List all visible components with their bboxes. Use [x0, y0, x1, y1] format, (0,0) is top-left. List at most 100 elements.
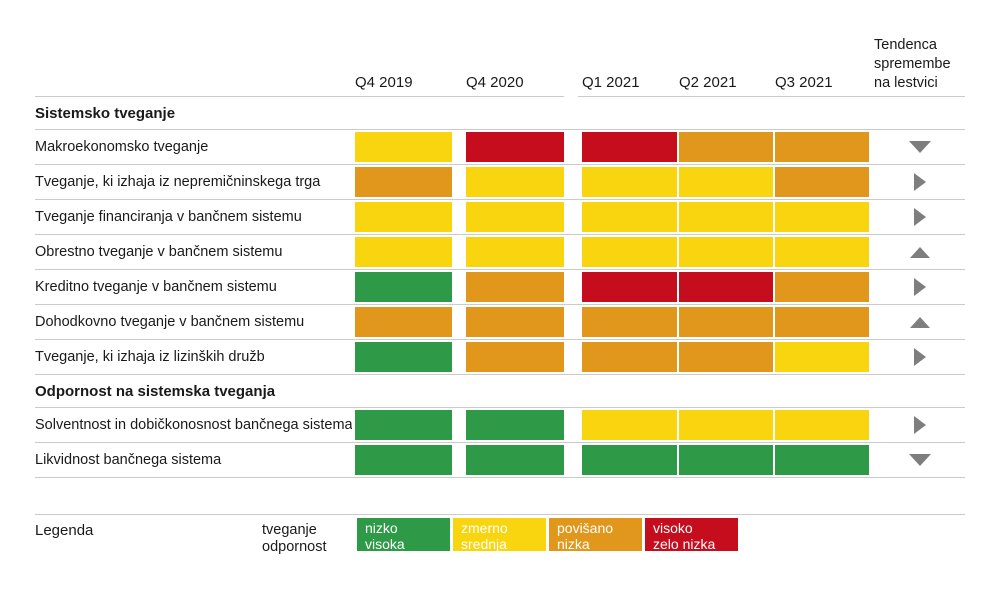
heat-cell-orange — [466, 307, 564, 337]
trend-right-icon — [913, 348, 926, 366]
risk-row-label: Likvidnost bančnega sistema — [35, 452, 222, 468]
risk-row-label: Solventnost in dobičkonosnost bančnega s… — [35, 417, 352, 433]
trend-down-icon — [908, 454, 931, 466]
column-header-q1-2021: Q1 2021 — [582, 74, 640, 91]
heat-cell-yellow — [679, 237, 773, 267]
risk-row-label: Makroekonomsko tveganje — [35, 139, 209, 155]
heat-cell-q2-2021 — [679, 130, 773, 164]
heat-cell-orange — [466, 342, 564, 372]
heat-cell-q4-2019 — [355, 340, 452, 374]
heat-cell-q3-2021 — [775, 165, 869, 199]
heat-cell-green — [466, 410, 564, 440]
section-title: Sistemsko tveganje — [35, 104, 176, 122]
heat-cell-q1-2021 — [582, 165, 677, 199]
heat-cell-orange — [355, 167, 452, 197]
trend-right-icon — [913, 173, 926, 191]
heat-cell-yellow — [679, 167, 773, 197]
risk-heatmap-board: Q4 2019 Q4 2020 Q1 2021 Q2 2021 Q3 2021 … — [35, 0, 965, 556]
heat-cell-yellow — [582, 410, 677, 440]
trend-cell — [874, 270, 965, 304]
heat-cell-q3-2021 — [775, 443, 869, 477]
risk-row: Solventnost in dobičkonosnost bančnega s… — [35, 408, 965, 443]
column-header-q4-2019: Q4 2019 — [355, 74, 413, 91]
heat-cell-q4-2020 — [466, 130, 564, 164]
heat-cell-q1-2021 — [582, 130, 677, 164]
heat-cell-q4-2020 — [466, 200, 564, 234]
column-header-q3-2021: Q3 2021 — [775, 74, 833, 91]
risk-row-label: Tveganje, ki izhaja iz lizinških družb — [35, 349, 265, 365]
legend-box-green: nizko visoka — [357, 518, 450, 552]
trend-cell — [874, 340, 965, 374]
heat-cell-q4-2019 — [355, 130, 452, 164]
heat-cell-orange — [679, 342, 773, 372]
legend-title: Legenda — [35, 522, 94, 539]
heat-cell-q3-2021 — [775, 200, 869, 234]
risk-row: Likvidnost bančnega sistema — [35, 443, 965, 478]
heat-cell-q2-2021 — [679, 165, 773, 199]
heat-cell-yellow — [355, 132, 452, 162]
heat-cell-green — [355, 445, 452, 475]
heat-cell-green — [355, 272, 452, 302]
trend-down-icon — [908, 141, 931, 153]
heat-cell-orange — [775, 167, 869, 197]
risk-row: Tveganje, ki izhaja iz lizinških družb — [35, 340, 965, 375]
section-header-row: Sistemsko tveganje — [35, 97, 965, 130]
heat-cell-orange — [775, 272, 869, 302]
heat-cell-yellow — [355, 237, 452, 267]
heat-cell-orange — [355, 307, 452, 337]
heat-cell-orange — [775, 307, 869, 337]
trend-cell — [874, 200, 965, 234]
trend-cell — [874, 235, 965, 269]
heat-cell-q2-2021 — [679, 443, 773, 477]
heat-cell-q3-2021 — [775, 235, 869, 269]
heat-cell-q4-2020 — [466, 305, 564, 339]
heat-cell-yellow — [355, 202, 452, 232]
table-body: Sistemsko tveganje Makroekonomsko tveganj… — [35, 97, 965, 478]
heat-cell-q4-2019 — [355, 305, 452, 339]
heat-cell-red — [679, 272, 773, 302]
trend-cell — [874, 130, 965, 164]
legend-risk-value: zmerno — [461, 520, 508, 536]
trend-right-icon — [913, 278, 926, 296]
legend-resilience-value: zelo nizka — [653, 536, 716, 552]
heat-cell-q4-2019 — [355, 408, 452, 442]
heat-cell-red — [582, 272, 677, 302]
heat-cell-orange — [679, 307, 773, 337]
heat-cell-q1-2021 — [582, 443, 677, 477]
legend-risk-value: povišano — [557, 520, 614, 536]
legend-resilience-value: srednja — [461, 536, 507, 552]
heat-cell-q1-2021 — [582, 200, 677, 234]
legend-box-red: visoko zelo nizka — [645, 518, 738, 552]
risk-row: Kreditno tveganje v bančnem sistemu — [35, 270, 965, 305]
heat-cell-yellow — [582, 202, 677, 232]
heat-cell-q2-2021 — [679, 200, 773, 234]
heat-cell-q4-2019 — [355, 200, 452, 234]
section-title: Odpornost na sistemska tveganja — [35, 382, 276, 400]
heat-cell-red — [466, 132, 564, 162]
legend-box-yellow: zmerno srednja — [453, 518, 546, 552]
risk-row-label: Obrestno tveganje v bančnem sistemu — [35, 244, 283, 260]
trend-up-icon — [909, 316, 930, 328]
heat-cell-orange — [582, 307, 677, 337]
heat-cell-q3-2021 — [775, 130, 869, 164]
legend-scale-resilience-label: odpornost — [262, 539, 327, 555]
trend-up-icon — [909, 246, 930, 258]
heat-cell-green — [355, 342, 452, 372]
legend-resilience-value: nizka — [557, 536, 590, 552]
heat-cell-yellow — [775, 237, 869, 267]
column-header-trend: Tendenca spremembe na lestvici — [874, 37, 951, 91]
heat-cell-q4-2019 — [355, 270, 452, 304]
heat-cell-green — [679, 445, 773, 475]
heat-cell-q4-2020 — [466, 443, 564, 477]
risk-row: Makroekonomsko tveganje — [35, 130, 965, 165]
heat-cell-q4-2019 — [355, 165, 452, 199]
heat-cell-yellow — [679, 202, 773, 232]
heat-cell-q3-2021 — [775, 408, 869, 442]
risk-row-label: Kreditno tveganje v bančnem sistemu — [35, 279, 277, 295]
heat-cell-q3-2021 — [775, 270, 869, 304]
heat-cell-green — [466, 445, 564, 475]
heat-cell-green — [582, 445, 677, 475]
heat-cell-yellow — [582, 237, 677, 267]
section-header-row: Odpornost na sistemska tveganja — [35, 375, 965, 408]
heat-cell-yellow — [775, 342, 869, 372]
